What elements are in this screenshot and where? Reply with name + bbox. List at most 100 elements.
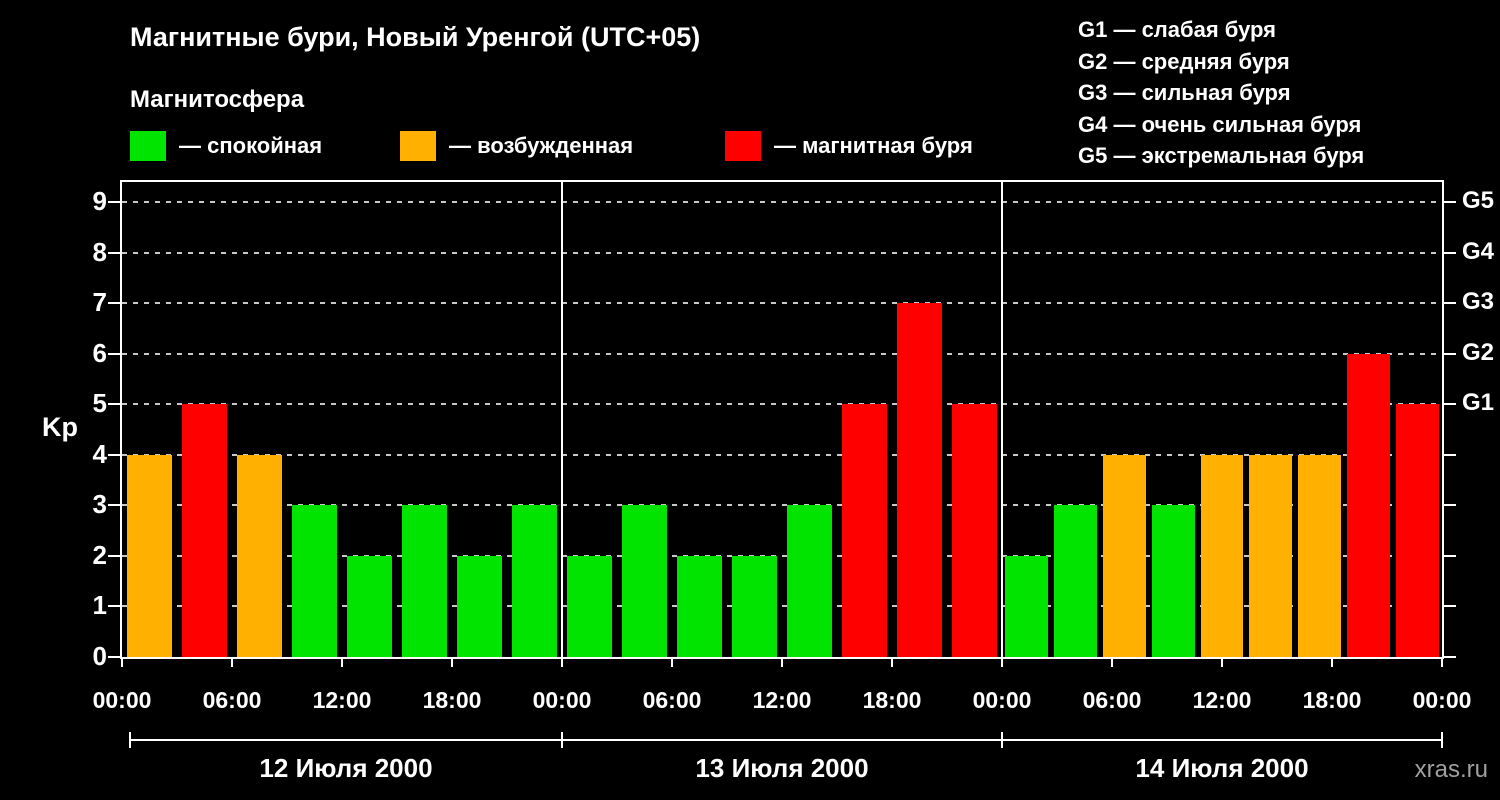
kp-bar: [512, 505, 557, 657]
gridline: [122, 453, 1442, 456]
y-axis-tick: [108, 504, 120, 507]
y-axis-tick: [108, 201, 120, 204]
x-axis-tick: [1001, 659, 1003, 667]
g-scale-label: G4: [1462, 237, 1495, 265]
g-scale-label: G5: [1462, 187, 1495, 215]
magnetosphere-label: Магнитосфера: [130, 86, 305, 113]
kp-bar: [457, 555, 502, 657]
y-axis-tick-right: [1444, 656, 1456, 658]
legend-item-quiet: — спокойная: [130, 131, 322, 161]
kp-bar: [677, 555, 722, 657]
kp-bar: [897, 303, 942, 657]
kp-bar: [182, 404, 227, 657]
gridline: [122, 504, 1442, 507]
y-tick-label: 5: [92, 388, 107, 419]
x-tick-label: 12:00: [752, 687, 812, 713]
x-axis-tick: [1331, 659, 1333, 667]
day-separator: [561, 182, 563, 657]
gridline: [122, 302, 1442, 305]
x-tick-label: 18:00: [422, 687, 482, 713]
kp-bar: [1298, 454, 1342, 657]
kp-bar: [347, 555, 392, 657]
y-axis-tick-right: [1444, 504, 1456, 507]
y-axis-tick-right: [1444, 453, 1456, 456]
y-tick-label: 6: [92, 337, 107, 368]
x-tick-label: 00:00: [532, 687, 592, 713]
y-axis-tick: [108, 352, 120, 355]
y-tick-label: 8: [92, 236, 107, 267]
kp-bar: [1053, 505, 1097, 657]
x-axis-tick: [671, 659, 673, 667]
y-tick-label: 2: [92, 539, 107, 570]
g-scale-legend: G1 — слабая буря G2 — средняя буря G3 — …: [1078, 14, 1364, 172]
g-legend-line-5: G5 — экстремальная буря: [1078, 143, 1365, 168]
y-tick-label: 4: [92, 438, 107, 469]
kp-bar: [292, 505, 337, 657]
kp-bar: [952, 404, 997, 657]
kp-bar: [1005, 555, 1048, 657]
kp-bar: [732, 555, 777, 657]
legend-swatch-excited: [400, 131, 436, 161]
g-legend-line-1: G1 — слабая буря: [1078, 17, 1277, 42]
x-tick-label: 06:00: [1082, 687, 1142, 713]
gridline: [122, 605, 1442, 608]
legend-item-storm: — магнитная буря: [725, 131, 973, 161]
y-tick-label: 3: [92, 489, 107, 520]
plot-area: [120, 180, 1444, 659]
kp-bar: [402, 505, 447, 657]
x-axis-tick: [561, 659, 563, 667]
x-tick-label: 06:00: [202, 687, 262, 713]
y-tick-label: 9: [92, 186, 107, 217]
legend-item-excited: — возбужденная: [400, 131, 633, 161]
kp-bar: [622, 505, 667, 657]
y-axis-tick: [108, 605, 120, 608]
g-scale-label: G1: [1462, 389, 1495, 417]
y-axis-tick: [108, 656, 120, 658]
y-tick-label: 7: [92, 287, 107, 318]
kp-bar: [127, 454, 172, 657]
y-tick-label: 0: [92, 641, 107, 671]
gridline: [122, 403, 1442, 406]
x-axis-tick: [231, 659, 233, 667]
x-axis-tick: [1221, 659, 1223, 667]
kp-bar: [237, 454, 282, 657]
g-scale-label: G3: [1462, 288, 1495, 316]
g-legend-line-4: G4 — очень сильная буря: [1078, 111, 1362, 137]
kp-bar: [1151, 505, 1195, 657]
gridline: [122, 201, 1442, 204]
legend-swatch-storm: [725, 131, 761, 161]
x-tick-label: 00:00: [972, 687, 1032, 713]
g-legend-line-3: G3 — сильная буря: [1078, 80, 1291, 105]
y-axis-tick-right: [1444, 403, 1456, 406]
kp-bar: [787, 505, 832, 657]
day-axis-tick: [561, 732, 563, 748]
legend-label-excited: — возбужденная: [449, 133, 634, 158]
x-axis-tick: [341, 659, 343, 667]
y-axis-tick-right: [1444, 554, 1456, 557]
kp-bar: [1249, 454, 1293, 657]
watermark: xras.ru: [1414, 756, 1488, 783]
g-scale-label: G2: [1462, 338, 1495, 366]
y-axis-tick: [108, 453, 120, 456]
kp-bar: [1200, 454, 1244, 657]
x-axis-tick: [891, 659, 893, 667]
legend-label-quiet: — спокойная: [179, 133, 323, 158]
kp-bar: [1396, 404, 1439, 657]
page-title: Магнитные бури, Новый Уренгой (UTC+05): [130, 22, 701, 52]
x-tick-label: 18:00: [1302, 687, 1362, 713]
legend-swatch-quiet: [130, 131, 166, 161]
y-axis-tick: [108, 251, 120, 254]
date-label: 14 Июля 2000: [1135, 753, 1309, 783]
x-tick-label: 00:00: [1412, 687, 1472, 713]
y-axis-tick: [108, 554, 120, 557]
y-tick-label: 1: [92, 590, 107, 621]
gridline: [122, 251, 1442, 254]
x-axis-tick: [121, 659, 123, 667]
day-axis-tick: [129, 732, 131, 748]
day-axis-tick: [1441, 732, 1443, 748]
y-axis-tick: [108, 302, 120, 305]
y-axis-title: Kp: [42, 412, 78, 442]
x-axis-tick: [1441, 659, 1443, 667]
kp-bar: [842, 404, 887, 657]
